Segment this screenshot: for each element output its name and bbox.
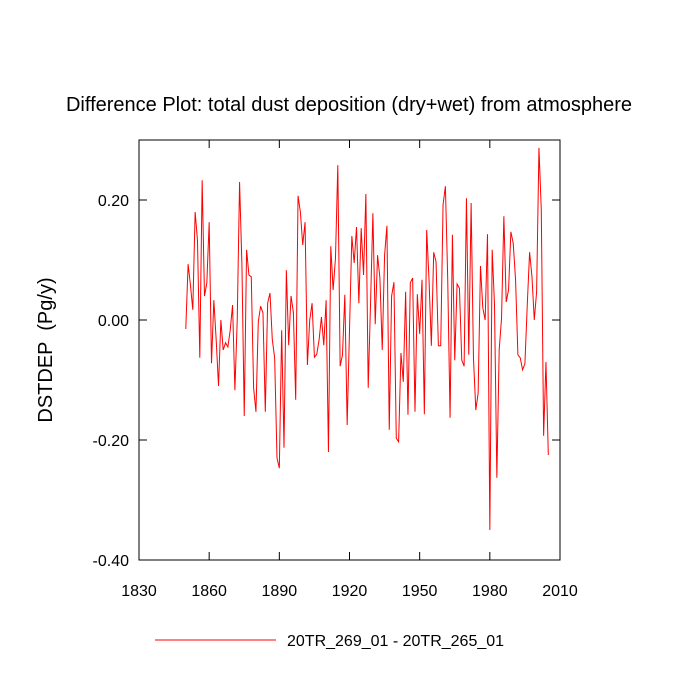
data-line xyxy=(185,147,549,531)
x-tick-label: 1920 xyxy=(332,583,368,600)
x-tick-label: 1830 xyxy=(121,583,157,600)
y-tick-label: -0.20 xyxy=(93,433,130,450)
legend-label: 20TR_269_01 - 20TR_265_01 xyxy=(287,633,504,650)
x-tick-label: 1980 xyxy=(472,583,508,600)
x-tick-label: 1860 xyxy=(191,583,227,600)
x-tick-label: 1890 xyxy=(262,583,298,600)
y-tick-label: -0.40 xyxy=(93,553,130,570)
y-tick-label: 0.00 xyxy=(98,313,129,330)
x-tick-label: 2010 xyxy=(542,583,578,600)
y-axis-label: DSTDEP (Pg/y) xyxy=(35,277,57,422)
chart-title: Difference Plot: total dust deposition (… xyxy=(66,94,632,116)
y-tick-label: 0.20 xyxy=(98,193,129,210)
x-tick-label: 1950 xyxy=(402,583,438,600)
